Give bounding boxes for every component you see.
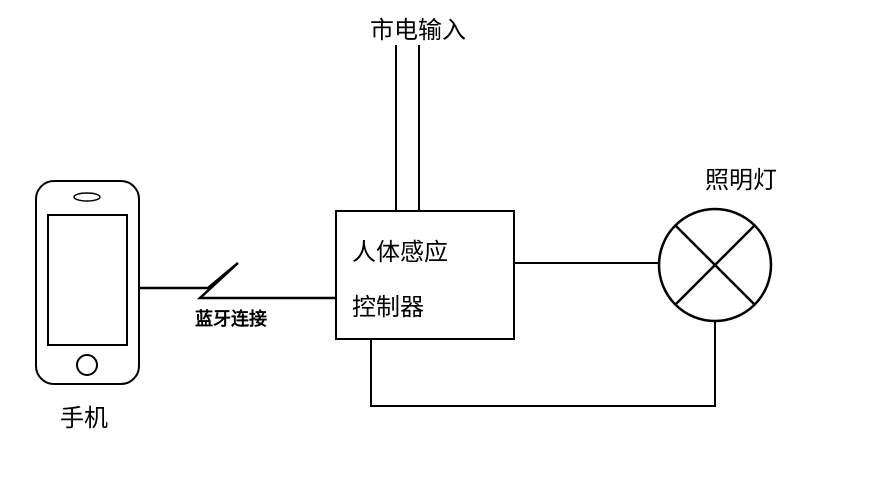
wire-controller-down [370,340,372,407]
controller-box: 人体感应 控制器 [335,210,515,340]
controller-text-line2: 控制器 [352,287,424,322]
phone-label: 手机 [60,398,108,433]
wire-bottom-horizontal [370,405,716,407]
lamp-label: 照明灯 [705,160,777,195]
lamp-icon [657,207,773,323]
mains-wire-2 [418,45,420,210]
bluetooth-label: 蓝牙连接 [195,305,267,331]
phone-icon [35,180,140,385]
mains-input-label: 市电输入 [370,10,466,45]
mains-wire-1 [395,45,397,210]
wire-controller-to-lamp [515,262,658,264]
wire-lamp-down [714,321,716,407]
controller-text-line1: 人体感应 [352,232,448,267]
